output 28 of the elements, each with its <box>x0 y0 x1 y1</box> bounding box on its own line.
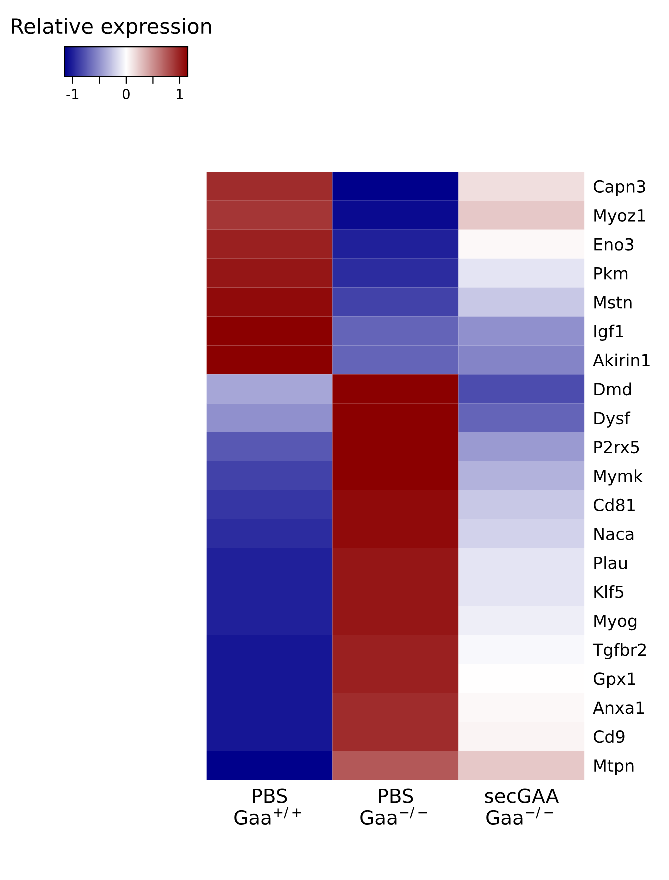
y-tick-label: Pkm <box>594 266 628 280</box>
y-tick-label: Dysf <box>594 412 631 428</box>
color-bar-label: 0 <box>122 89 130 100</box>
y-tick-label: Dmd <box>594 382 632 396</box>
color-bar-title: Relative expression <box>12 18 212 38</box>
y-tick-label: Akirin1 <box>593 354 650 366</box>
y-tick-label: Mtpn <box>594 760 634 776</box>
y-tick-label: Eno3 <box>594 238 634 251</box>
y-tick-label: Plau <box>594 556 627 570</box>
y-tick-label: Cd81 <box>594 498 635 512</box>
y-tick-label: Naca <box>594 528 634 540</box>
color-bar-label: 1 <box>177 89 184 100</box>
y-tick-label: Mymk <box>594 470 644 486</box>
y-tick-label: Myoz1 <box>594 210 646 226</box>
x-tick-label: PBS Gaa$^{−/−}$ <box>360 788 428 826</box>
y-tick-label: Tgfbr2 <box>592 643 646 660</box>
y-tick-label: Igf1 <box>594 324 624 342</box>
y-tick-label: Gpx1 <box>594 672 636 688</box>
y-tick-label: Klf5 <box>594 585 624 598</box>
y-tick-label: P2rx5 <box>594 441 640 454</box>
y-tick-label: Anxa1 <box>593 702 644 714</box>
y-tick-label: Cd9 <box>594 730 625 744</box>
x-tick-label: secGAA Gaa$^{−/−}$ <box>485 788 560 826</box>
x-tick-label: PBS Gaa$^{+/+}$ <box>234 788 302 826</box>
y-tick-label: Capn3 <box>594 180 646 196</box>
y-tick-label: Mstn <box>594 296 632 309</box>
color-bar-label: -1 <box>66 89 79 100</box>
y-tick-label: Myog <box>594 614 637 631</box>
